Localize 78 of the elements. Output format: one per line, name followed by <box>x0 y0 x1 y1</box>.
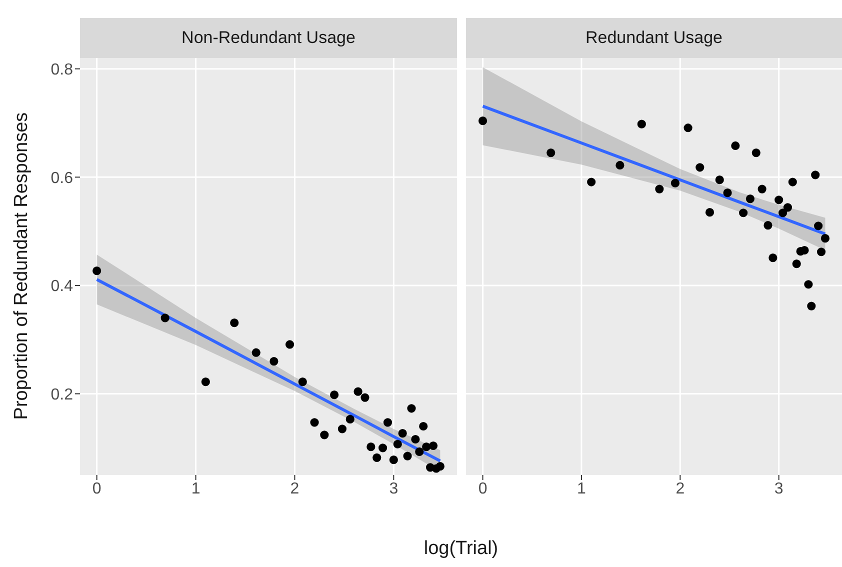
point <box>354 387 362 396</box>
point <box>820 234 830 243</box>
point <box>816 248 826 256</box>
point <box>739 208 748 218</box>
point <box>378 444 388 452</box>
point <box>746 194 755 204</box>
point <box>346 414 354 424</box>
x-tick-label: 2 <box>676 480 685 498</box>
point <box>407 404 416 413</box>
point <box>422 442 431 452</box>
point <box>360 393 370 402</box>
x-tick-label: 2 <box>290 480 300 498</box>
point <box>285 340 294 349</box>
point <box>758 184 766 194</box>
point <box>160 314 170 322</box>
y-tick-label: 0.2 <box>50 386 74 404</box>
line-series <box>95 278 442 462</box>
point <box>774 196 784 204</box>
x-tick-label: 0 <box>478 480 488 498</box>
x-axis-title: log(Trial) <box>424 538 498 559</box>
point <box>670 178 680 188</box>
point <box>383 418 392 427</box>
chart-title: Redundant Usage <box>585 28 723 48</box>
point <box>616 160 624 170</box>
point <box>298 378 307 386</box>
point <box>705 208 714 217</box>
point <box>764 221 772 230</box>
x-tick-label: 1 <box>577 480 586 498</box>
point <box>478 116 488 126</box>
point <box>800 246 809 255</box>
point <box>684 124 692 132</box>
point <box>731 141 740 150</box>
x-tick-label: 3 <box>774 480 784 498</box>
point <box>230 318 239 328</box>
point <box>338 424 347 434</box>
point <box>814 222 823 230</box>
point <box>389 456 398 464</box>
point <box>723 188 732 198</box>
point <box>637 120 646 128</box>
point <box>403 452 412 460</box>
point <box>768 254 778 262</box>
point <box>783 203 792 212</box>
point <box>788 178 797 186</box>
y-tick-label: 0.4 <box>50 278 74 296</box>
point <box>366 442 376 452</box>
point <box>715 176 724 184</box>
point <box>778 208 788 218</box>
point <box>804 280 813 289</box>
point <box>752 148 760 158</box>
point <box>411 434 420 444</box>
y-axis-title: Proportion of Redundant Responses <box>11 112 32 420</box>
chart-title: Non-Redundant Usage <box>182 28 356 48</box>
point <box>320 430 329 440</box>
x-tick-label: 1 <box>191 480 200 498</box>
x-tick-label: 3 <box>389 480 398 498</box>
point <box>792 259 801 268</box>
point <box>419 422 428 431</box>
point <box>372 453 382 462</box>
point <box>330 390 339 400</box>
point <box>398 429 407 438</box>
point <box>252 348 260 357</box>
point <box>415 447 424 456</box>
point <box>270 356 278 366</box>
point <box>696 163 704 172</box>
point <box>811 170 820 180</box>
point <box>655 184 664 194</box>
point <box>201 378 210 386</box>
point <box>310 418 319 427</box>
y-tick-label: 0.8 <box>50 62 74 79</box>
point <box>587 178 596 186</box>
y-tick-label: 0.6 <box>50 170 74 187</box>
point <box>393 440 402 448</box>
point <box>436 462 444 471</box>
point <box>546 148 556 158</box>
point <box>807 302 816 310</box>
point <box>92 266 102 276</box>
x-tick-label: 0 <box>92 480 102 498</box>
point <box>428 441 438 450</box>
